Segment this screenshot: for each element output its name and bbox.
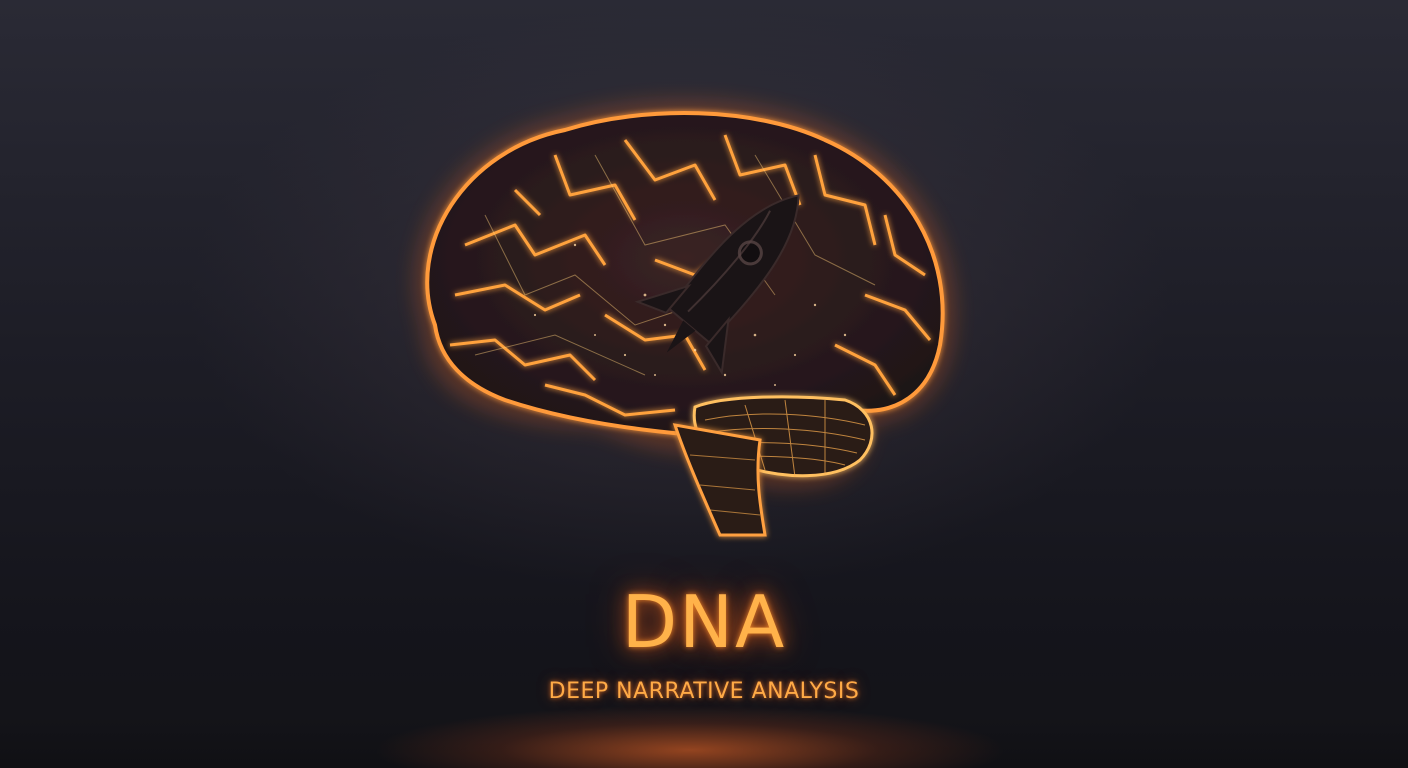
rocket-icon <box>634 194 800 376</box>
glow-floor <box>0 640 1408 768</box>
brand-subtitle: DEEP NARRATIVE ANALYSIS <box>548 679 860 704</box>
brain-stem-shape <box>672 423 767 537</box>
brand-title: DNA <box>621 580 787 664</box>
brain-icon <box>420 106 950 537</box>
brain-illustration <box>395 95 965 550</box>
cerebrum-shape <box>425 111 945 438</box>
